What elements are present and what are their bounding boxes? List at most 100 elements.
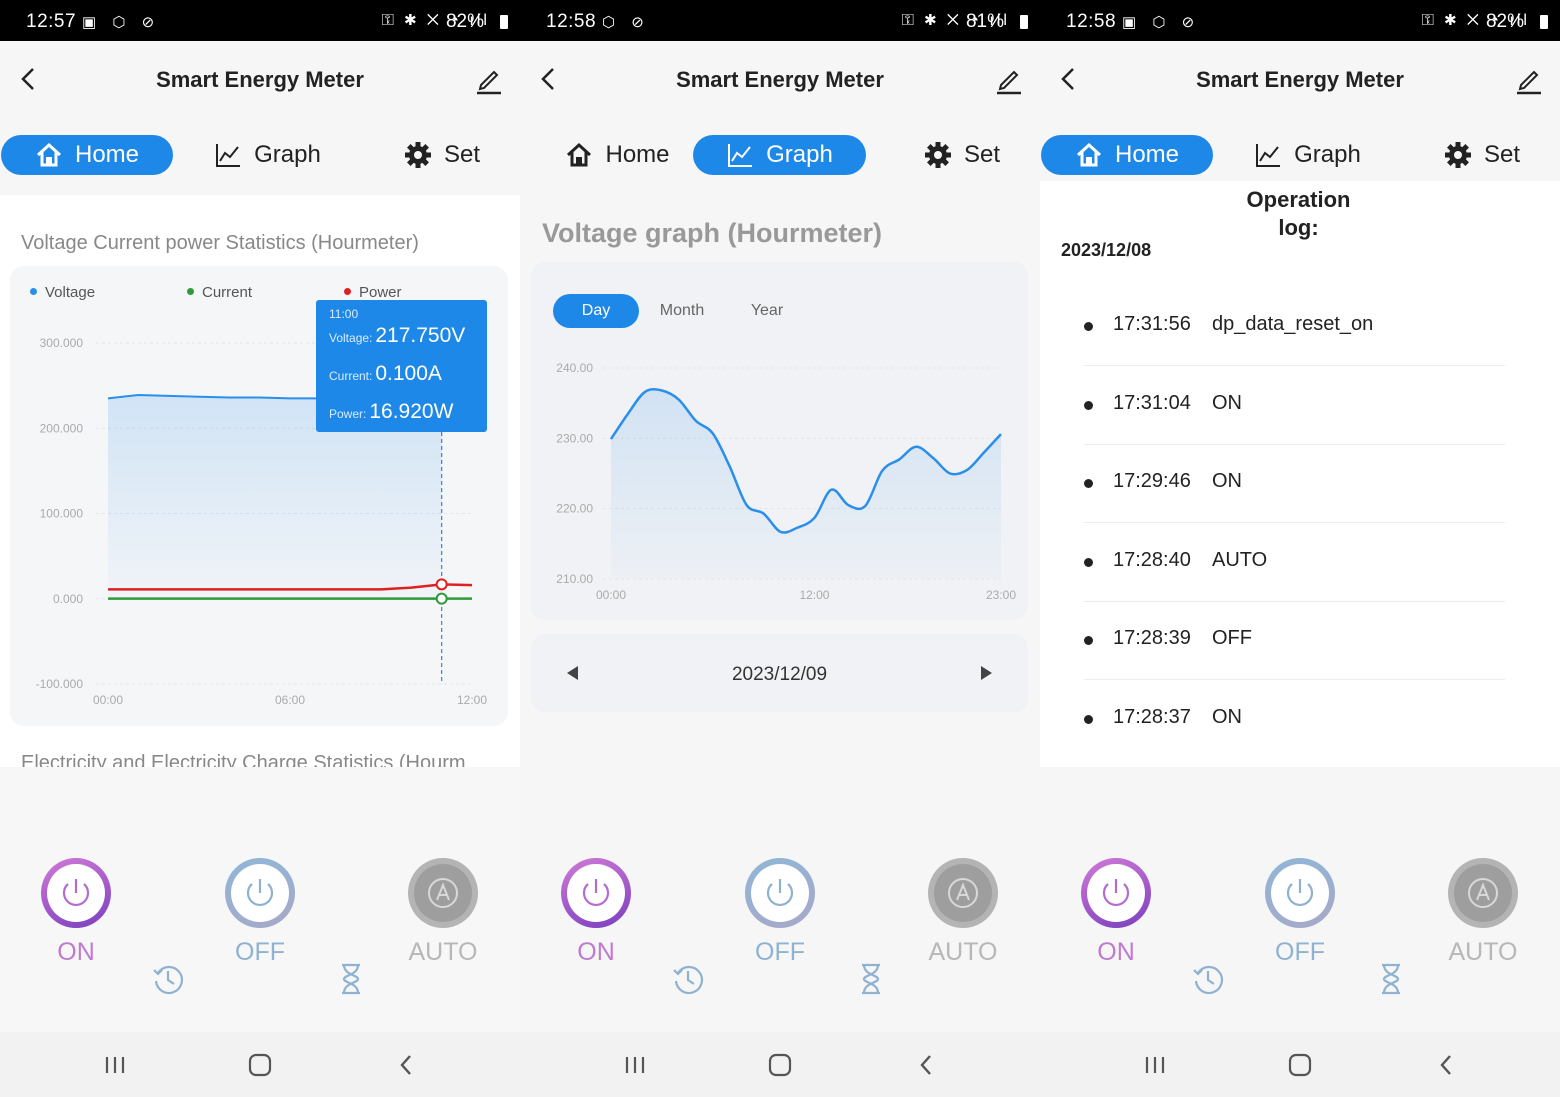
auto-icon — [1454, 864, 1512, 922]
back-icon[interactable] — [540, 65, 556, 93]
log-entry-value: ON — [1212, 391, 1242, 414]
period-month[interactable]: Month — [659, 302, 705, 319]
tooltip-voltage-label: Voltage: — [329, 331, 373, 345]
legend-power-label: Power — [359, 284, 402, 301]
log-entry-time: 17:28:39 — [1113, 627, 1191, 650]
recent-apps-icon[interactable] — [100, 1050, 130, 1080]
log-entry: 17:28:37 ON — [1084, 680, 1505, 759]
system-icons: ⚿ ✱ ✕ ◔ ıll — [381, 12, 490, 29]
tab-home-label: Home — [1114, 141, 1180, 168]
schedule-clock-icon[interactable] — [1190, 961, 1226, 997]
log-entry-value: dp_data_reset_on — [1212, 313, 1374, 335]
timer-hourglass-icon[interactable] — [333, 961, 369, 997]
screen-home-voltage-chart: 12:57 ▣ ⬡ ⊘ ⚿ ✱ ✕ ◔ ıll 82% Smart Energy… — [0, 0, 520, 1097]
recent-apps-icon[interactable] — [620, 1050, 650, 1080]
back-nav-icon[interactable] — [392, 1050, 422, 1080]
tab-home-label: Home — [74, 141, 140, 168]
selected-date: 2023/12/09 — [731, 664, 828, 685]
auto-button[interactable] — [408, 858, 478, 928]
home-nav-icon[interactable] — [765, 1050, 795, 1080]
system-icons: ⚿ ✱ ✕ ◔ ıll — [1421, 12, 1530, 29]
tab-bar: Home Graph Set — [0, 131, 520, 181]
tab-graph[interactable]: Graph — [1240, 135, 1375, 175]
off-button[interactable] — [745, 858, 815, 928]
power-off-icon — [231, 864, 289, 922]
bullet-icon — [1084, 400, 1093, 410]
back-icon[interactable] — [1060, 65, 1076, 93]
edit-icon[interactable] — [996, 65, 1022, 95]
off-button[interactable] — [225, 858, 295, 928]
recent-apps-icon[interactable] — [1140, 1050, 1170, 1080]
on-button[interactable] — [561, 858, 631, 928]
back-nav-icon[interactable] — [1432, 1050, 1462, 1080]
schedule-clock-icon[interactable] — [150, 961, 186, 997]
auto-icon — [414, 864, 472, 922]
screen-operation-log: 12:58 ▣ ⬡ ⊘ ⚿ ✱ ✕ ◔ ıll 82% Smart Energy… — [1040, 0, 1560, 1097]
log-date: 2023/12/08 — [1061, 240, 1152, 260]
page-title: Smart Energy Meter — [676, 67, 884, 92]
log-entry: 17:28:40 AUTO — [1084, 523, 1505, 602]
next-date-icon[interactable] — [981, 666, 992, 680]
tab-graph-label: Graph — [1294, 141, 1361, 168]
tab-set[interactable]: Set — [1432, 135, 1532, 175]
schedule-clock-icon[interactable] — [670, 961, 706, 997]
power-off-icon — [1271, 864, 1329, 922]
tab-home[interactable]: Home — [1, 135, 173, 175]
log-entry-time: 17:29:46 — [1113, 470, 1191, 493]
log-title-line2: log: — [1278, 215, 1319, 240]
legend-current-label: Current — [202, 284, 253, 301]
battery-level: 82% — [445, 11, 484, 32]
off-label: OFF — [1275, 938, 1325, 966]
home-nav-icon[interactable] — [1285, 1050, 1315, 1080]
auto-button[interactable] — [928, 858, 998, 928]
battery-icon — [1540, 15, 1548, 29]
tab-home[interactable]: Home — [550, 135, 685, 175]
period-year[interactable]: Year — [750, 302, 784, 319]
tab-set[interactable]: Set — [392, 135, 492, 175]
tab-set-label: Set — [443, 141, 481, 168]
auto-label: AUTO — [408, 938, 478, 966]
page-title: Smart Energy Meter — [156, 67, 364, 92]
on-button[interactable] — [1081, 858, 1151, 928]
log-entry: 17:29:46 ON — [1084, 444, 1505, 524]
legend-voltage-label: Voltage — [45, 284, 96, 301]
auto-icon — [934, 864, 992, 922]
bullet-icon — [1084, 557, 1093, 567]
edit-icon[interactable] — [476, 65, 502, 95]
tab-set[interactable]: Set — [912, 135, 1012, 175]
log-entry: 17:31:04 ON — [1084, 366, 1505, 445]
home-icon — [36, 142, 61, 167]
off-button[interactable] — [1265, 858, 1335, 928]
legend-current-dot — [187, 287, 194, 295]
legend-voltage[interactable]: Voltage — [30, 284, 95, 301]
log-entry-value: ON — [1212, 470, 1242, 493]
timer-hourglass-icon[interactable] — [853, 961, 889, 997]
back-nav-icon[interactable] — [912, 1050, 942, 1080]
back-icon[interactable] — [20, 65, 36, 93]
status-time: 12:57 — [26, 11, 77, 32]
tab-home[interactable]: Home — [1041, 135, 1213, 175]
android-nav-bar — [0, 1032, 520, 1097]
graph-icon — [728, 144, 753, 167]
bullet-icon — [1084, 715, 1093, 724]
tab-graph[interactable]: Graph — [200, 135, 335, 175]
auto-button[interactable] — [1448, 858, 1518, 928]
log-entry-value: OFF — [1212, 627, 1252, 650]
tab-graph[interactable]: Graph — [693, 135, 866, 175]
log-entry-value: AUTO — [1212, 548, 1268, 571]
auto-label: AUTO — [1448, 938, 1518, 966]
legend-power[interactable]: Power — [344, 284, 402, 301]
edit-icon[interactable] — [1516, 65, 1542, 95]
legend-current[interactable]: Current — [187, 284, 252, 301]
app-bar: Smart Energy Meter — [1040, 41, 1560, 121]
prev-date-icon[interactable] — [567, 666, 578, 680]
chart-tooltip: 11:00 Voltage: 217.750V Current: 0.100A Po… — [316, 300, 487, 432]
app-bar: Smart Energy Meter — [0, 41, 520, 121]
period-day[interactable]: Day — [553, 294, 639, 328]
home-nav-icon[interactable] — [245, 1050, 275, 1080]
on-button[interactable] — [41, 858, 111, 928]
battery-level: 82% — [1485, 11, 1524, 32]
tab-graph-label: Graph — [766, 141, 833, 168]
timer-hourglass-icon[interactable] — [1373, 961, 1409, 997]
home-icon — [567, 142, 592, 167]
